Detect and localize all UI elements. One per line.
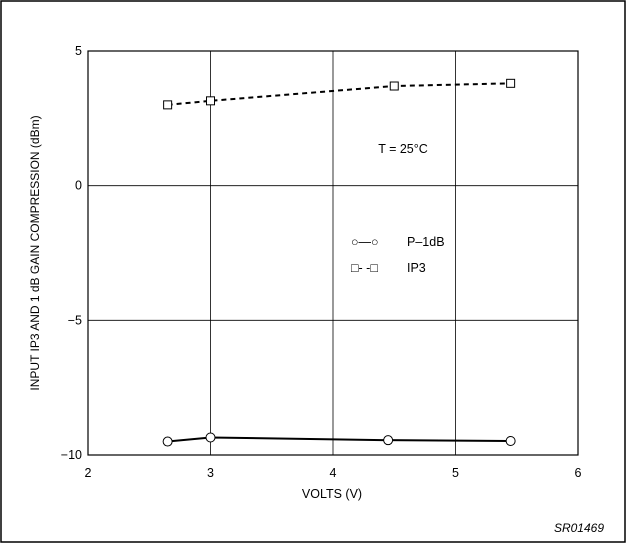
series-line-ip3 bbox=[167, 82, 511, 106]
x-axis-label: VOLTS (V) bbox=[302, 487, 362, 501]
data-point-ip3-2 bbox=[389, 81, 399, 91]
series-line-p1db bbox=[167, 436, 511, 443]
figure-id: SR01469 bbox=[554, 521, 604, 535]
x-tick-labels: 2 3 4 5 6 bbox=[85, 466, 582, 480]
legend: ○—○ P–1dB □- -□ IP3 bbox=[351, 235, 445, 275]
data-point-p1db-2 bbox=[383, 435, 394, 446]
grid bbox=[88, 51, 578, 455]
x-tick-label-4: 4 bbox=[330, 466, 337, 480]
data-point-ip3-1 bbox=[206, 96, 215, 106]
y-tick-label-5: 5 bbox=[75, 44, 82, 58]
data-point-p1db-1 bbox=[205, 432, 216, 443]
legend-label-ip3: IP3 bbox=[407, 261, 426, 275]
legend-symbol-p1db: ○—○ bbox=[351, 235, 379, 249]
legend-label-p1db: P–1dB bbox=[407, 235, 445, 249]
series-group bbox=[162, 78, 516, 447]
data-point-p1db-0 bbox=[162, 436, 173, 447]
y-tick-label-neg10: −10 bbox=[61, 448, 82, 462]
x-tick-label-5: 5 bbox=[452, 466, 459, 480]
data-point-ip3-0 bbox=[163, 100, 173, 110]
y-axis-label: INPUT IP3 AND 1 dB GAIN COMPRESSION (dBm… bbox=[28, 115, 42, 390]
legend-symbol-ip3: □- -□ bbox=[351, 261, 378, 275]
temperature-annotation: T = 25°C bbox=[378, 142, 428, 156]
y-tick-labels: 5 0 −5 −10 bbox=[61, 44, 82, 462]
data-point-p1db-3 bbox=[505, 435, 516, 446]
x-tick-label-6: 6 bbox=[575, 466, 582, 480]
x-tick-label-3: 3 bbox=[207, 466, 214, 480]
y-tick-label-0: 0 bbox=[75, 179, 82, 193]
data-point-ip3-3 bbox=[506, 78, 516, 88]
y-tick-label-neg5: −5 bbox=[68, 313, 82, 327]
x-tick-label-2: 2 bbox=[85, 466, 92, 480]
